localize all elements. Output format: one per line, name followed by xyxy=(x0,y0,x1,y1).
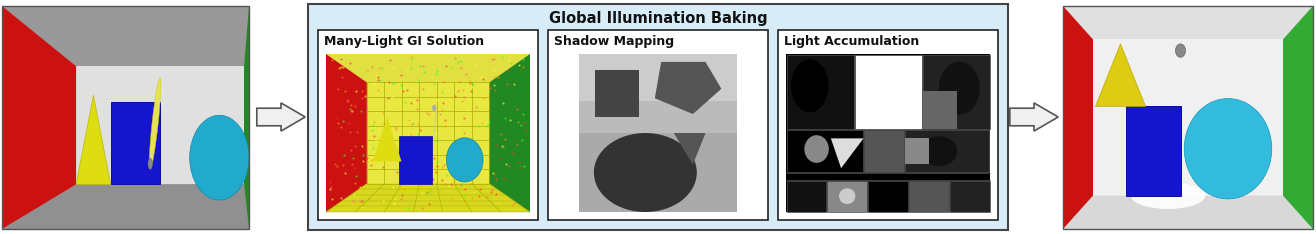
Polygon shape xyxy=(1063,196,1313,229)
Bar xyxy=(318,30,538,220)
Ellipse shape xyxy=(594,133,696,212)
Bar xyxy=(1063,6,1313,229)
Polygon shape xyxy=(3,6,249,66)
Bar xyxy=(3,6,249,229)
Ellipse shape xyxy=(859,67,896,109)
Ellipse shape xyxy=(190,115,249,200)
Text: Shadow Mapping: Shadow Mapping xyxy=(554,34,674,48)
Polygon shape xyxy=(655,62,721,114)
Polygon shape xyxy=(76,66,243,184)
Bar xyxy=(579,54,737,101)
Polygon shape xyxy=(76,95,111,184)
Bar xyxy=(865,130,904,172)
Polygon shape xyxy=(1095,44,1145,106)
Bar xyxy=(579,54,737,212)
Bar xyxy=(786,54,990,212)
Polygon shape xyxy=(372,117,401,161)
Polygon shape xyxy=(257,103,305,131)
Polygon shape xyxy=(3,184,249,229)
Bar xyxy=(3,6,249,229)
Bar xyxy=(308,4,1008,230)
Bar xyxy=(1063,6,1313,229)
Polygon shape xyxy=(1063,6,1313,40)
Bar xyxy=(909,181,949,212)
Bar xyxy=(905,138,929,164)
Ellipse shape xyxy=(804,135,829,163)
Polygon shape xyxy=(1283,6,1313,229)
Bar xyxy=(579,54,737,133)
Polygon shape xyxy=(3,6,76,229)
Bar xyxy=(828,181,867,212)
Ellipse shape xyxy=(921,136,957,166)
Bar xyxy=(923,91,957,129)
Polygon shape xyxy=(326,54,530,82)
Polygon shape xyxy=(326,54,367,212)
Bar xyxy=(1125,106,1180,196)
Bar xyxy=(111,102,161,184)
Bar xyxy=(547,30,769,220)
Bar xyxy=(923,55,990,129)
Polygon shape xyxy=(830,138,863,168)
Ellipse shape xyxy=(149,77,161,169)
Bar xyxy=(787,181,826,212)
Polygon shape xyxy=(1009,103,1058,131)
Text: Light Accumulation: Light Accumulation xyxy=(784,34,920,48)
Bar xyxy=(787,55,854,129)
Bar xyxy=(854,55,921,129)
Ellipse shape xyxy=(1175,44,1186,57)
Ellipse shape xyxy=(432,105,436,111)
Polygon shape xyxy=(595,70,640,117)
Polygon shape xyxy=(367,82,490,183)
Ellipse shape xyxy=(147,158,153,169)
Text: Global Illumination Baking: Global Illumination Baking xyxy=(549,11,767,26)
Polygon shape xyxy=(1063,6,1094,229)
Text: Many-Light GI Solution: Many-Light GI Solution xyxy=(324,34,484,48)
Polygon shape xyxy=(243,6,249,229)
Bar xyxy=(778,30,998,220)
Polygon shape xyxy=(326,183,530,212)
Ellipse shape xyxy=(446,138,483,182)
Ellipse shape xyxy=(840,188,855,204)
Bar xyxy=(400,136,432,183)
Ellipse shape xyxy=(791,59,829,112)
Polygon shape xyxy=(674,133,705,165)
Polygon shape xyxy=(1094,40,1283,196)
Bar xyxy=(950,181,990,212)
Ellipse shape xyxy=(940,62,980,115)
Bar xyxy=(905,130,990,172)
Bar xyxy=(787,130,863,172)
Ellipse shape xyxy=(1184,99,1271,199)
Bar xyxy=(326,54,530,212)
Polygon shape xyxy=(490,54,530,212)
Bar xyxy=(869,181,908,212)
Ellipse shape xyxy=(1130,182,1205,209)
